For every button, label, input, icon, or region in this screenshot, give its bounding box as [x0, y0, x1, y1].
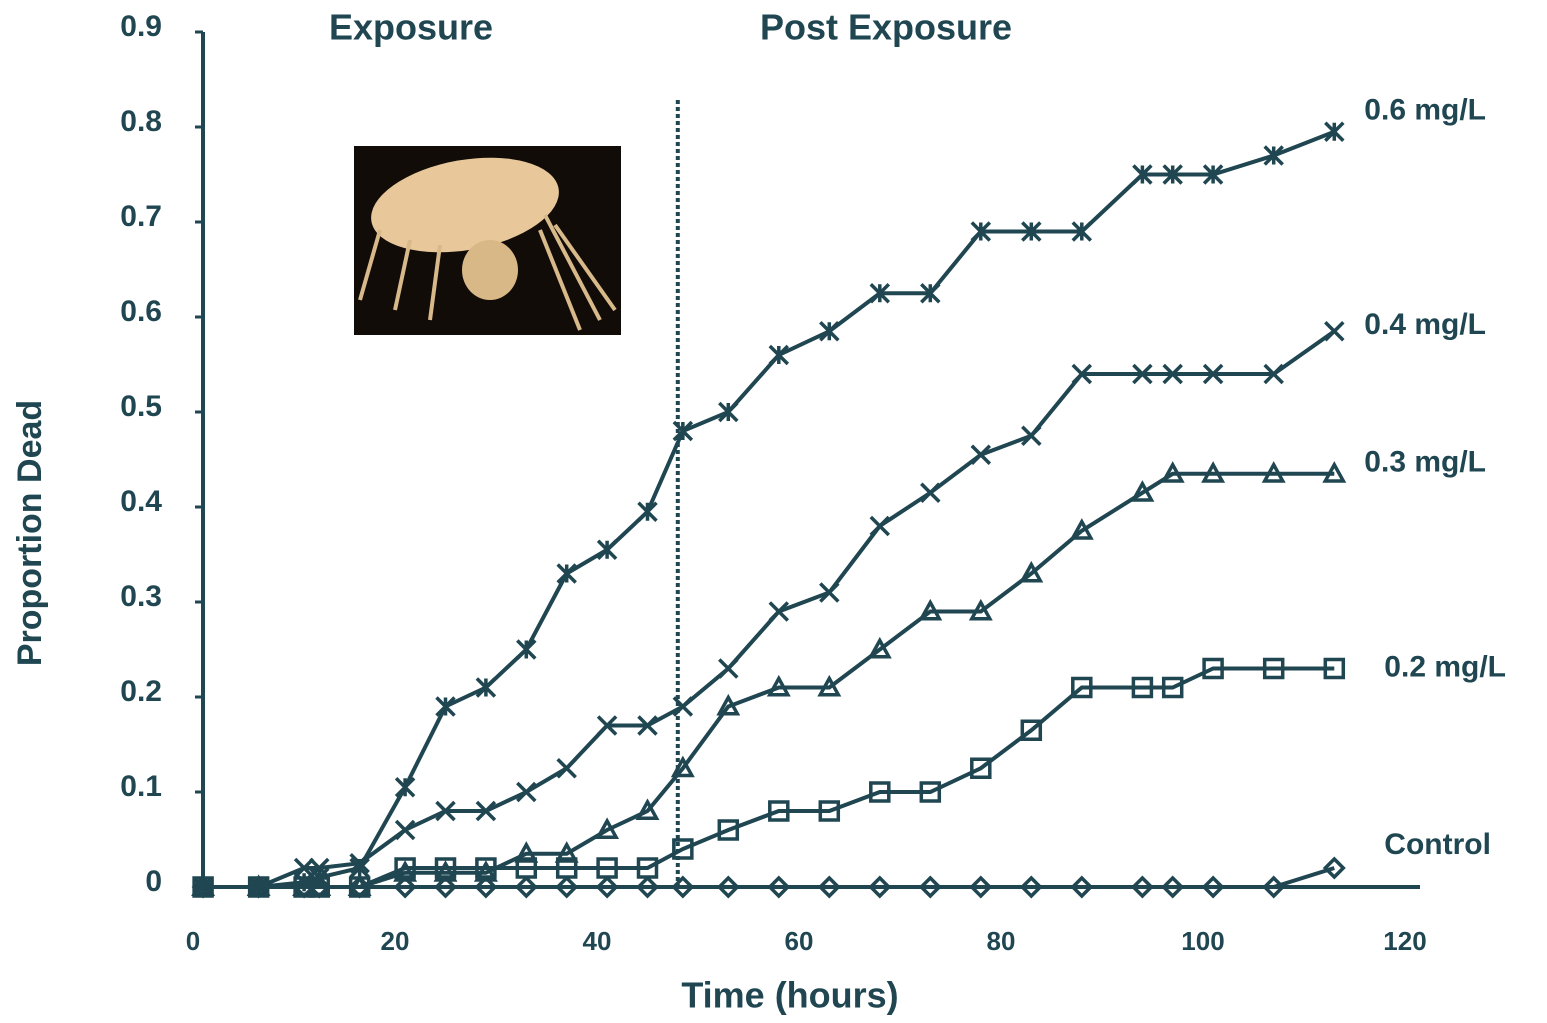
marker [1325, 322, 1343, 340]
chart: Proportion Dead Time (hours) Exposure Po… [0, 0, 1547, 1023]
y-tick-label: 0.9 [120, 10, 162, 43]
marker [770, 603, 788, 621]
y-tick-label: 0.1 [120, 770, 162, 803]
y-tick-label: 0.4 [120, 485, 162, 518]
annotation: Exposure [329, 7, 493, 48]
series-label: 0.4 mg/L [1364, 308, 1486, 341]
marker [1022, 427, 1040, 445]
y-tick-label: 0 [145, 865, 162, 898]
y-axis-label: Proportion Dead [11, 400, 49, 666]
series-label: 0.6 mg/L [1364, 94, 1486, 127]
photo [354, 144, 621, 335]
x-tick-label: 80 [987, 926, 1016, 956]
x-axis-label: Time (hours) [681, 975, 898, 1016]
marker [477, 679, 495, 697]
marker [598, 541, 616, 559]
marker [1325, 123, 1343, 141]
marker [437, 698, 455, 716]
y-tick-label: 0.6 [120, 295, 162, 328]
marker [871, 517, 889, 535]
x-tick-label: 60 [785, 926, 814, 956]
y-tick-label: 0.3 [120, 580, 162, 613]
marker [396, 778, 414, 796]
y-tick-label: 0.7 [120, 200, 162, 233]
marker [921, 484, 939, 502]
marker [639, 503, 657, 521]
marker [719, 403, 737, 421]
series-label: Control [1384, 828, 1491, 861]
x-tick-label: 20 [381, 926, 410, 956]
marker [820, 322, 838, 340]
annotation: Post Exposure [760, 7, 1012, 48]
marker [396, 821, 414, 839]
marker [770, 346, 788, 364]
marker [558, 565, 576, 583]
marker [558, 759, 576, 777]
series-label: 0.3 mg/L [1364, 446, 1486, 479]
marker [674, 698, 692, 716]
marker [820, 584, 838, 602]
x-tick-label: 40 [583, 926, 612, 956]
marker [517, 783, 535, 801]
x-tick-label: 120 [1383, 926, 1426, 956]
y-tick-label: 0.5 [120, 390, 162, 423]
marker [517, 641, 535, 659]
marker [972, 446, 990, 464]
x-tick-label: 100 [1181, 926, 1224, 956]
x-tick-label: 0 [186, 926, 200, 956]
y-tick-label: 0.2 [120, 675, 162, 708]
series-label: 0.2 mg/L [1384, 650, 1506, 683]
marker [719, 660, 737, 678]
y-tick-label: 0.8 [120, 105, 162, 138]
